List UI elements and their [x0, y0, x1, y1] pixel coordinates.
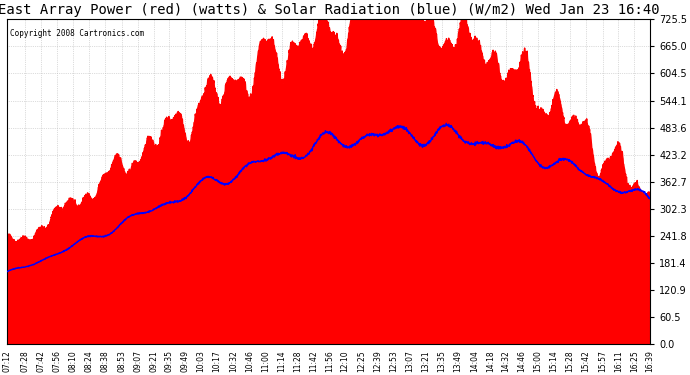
Title: East Array Power (red) (watts) & Solar Radiation (blue) (W/m2) Wed Jan 23 16:40: East Array Power (red) (watts) & Solar R… — [0, 3, 660, 17]
Text: Copyright 2008 Cartronics.com: Copyright 2008 Cartronics.com — [10, 29, 145, 38]
